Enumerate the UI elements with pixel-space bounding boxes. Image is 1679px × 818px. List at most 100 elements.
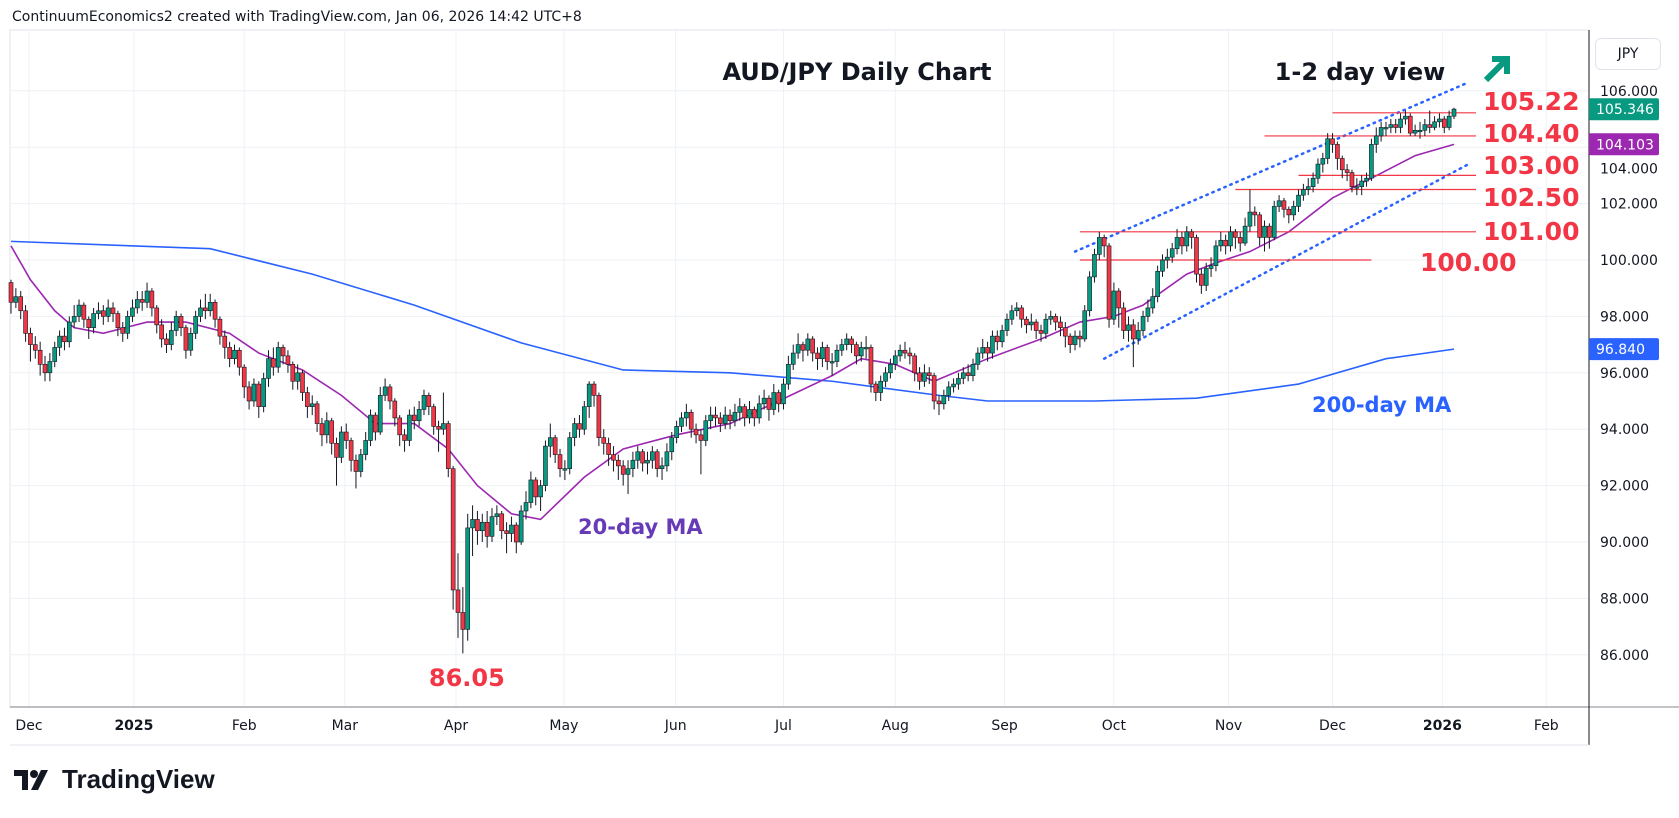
candle-body — [888, 364, 893, 374]
candle — [139, 291, 145, 311]
currency-button[interactable]: JPY — [1595, 38, 1661, 70]
candle — [844, 333, 849, 351]
candle — [373, 412, 378, 441]
candle-body — [154, 307, 160, 326]
candle — [674, 420, 679, 444]
x-tick-label: 2026 — [1423, 718, 1462, 734]
candle — [1135, 322, 1141, 345]
chart-subtitle: 1-2 day view — [1275, 58, 1446, 86]
candle-body — [1315, 163, 1321, 179]
candle — [499, 510, 505, 540]
candle — [839, 338, 845, 356]
level-label: 103.00 — [1483, 151, 1579, 180]
candle — [135, 291, 140, 314]
candle-body — [523, 502, 529, 512]
candle — [737, 398, 743, 421]
candle-body — [1296, 194, 1301, 207]
candle — [829, 353, 835, 376]
candle-body — [912, 355, 917, 374]
candle-body — [479, 521, 485, 532]
candlestick-chart[interactable]: 86.000 88.000 90.000 92.000 94.000 96.000 98.0… — [0, 0, 1679, 760]
candle — [149, 288, 155, 317]
candle — [416, 401, 422, 427]
channel-trendline — [1073, 81, 1470, 253]
candle — [81, 302, 87, 328]
candle-body — [1257, 214, 1262, 238]
candle-body — [703, 420, 709, 441]
candle-body — [1203, 268, 1209, 286]
candle — [1369, 138, 1374, 182]
candle-body — [771, 392, 777, 410]
candle — [1286, 206, 1292, 224]
candle — [484, 510, 490, 548]
y-tick-label: 92.000 — [1600, 479, 1649, 495]
candle — [577, 415, 582, 438]
candle-body — [718, 417, 723, 424]
candle-body — [1393, 124, 1398, 128]
candle-body — [81, 304, 87, 320]
candle — [849, 336, 854, 354]
candle-body — [834, 349, 840, 362]
candle — [120, 322, 126, 342]
level-label: 100.00 — [1420, 248, 1516, 277]
candle — [1208, 257, 1214, 277]
candle-body — [353, 459, 359, 472]
candle-body — [465, 527, 471, 630]
candle-body — [1432, 121, 1437, 128]
candle — [1310, 172, 1316, 193]
candle-body — [786, 364, 791, 385]
candle — [305, 386, 310, 418]
candle — [970, 358, 976, 382]
candle — [339, 426, 344, 464]
candle — [572, 417, 577, 447]
candle-body — [251, 383, 257, 402]
candle-body — [1184, 231, 1190, 247]
candle-body — [28, 333, 33, 345]
candle — [1262, 220, 1267, 252]
brand-name: TradingView — [62, 764, 215, 794]
candle-body — [606, 442, 611, 455]
candle-body — [1388, 124, 1394, 128]
candle-body — [450, 468, 456, 591]
candle-body — [878, 380, 883, 393]
candle-body — [752, 409, 757, 419]
candle-body — [577, 423, 582, 430]
tradingview-logo[interactable]: TradingView — [14, 764, 215, 795]
candle — [1223, 234, 1228, 255]
candle-body — [722, 414, 728, 424]
candle — [513, 522, 519, 554]
candle — [1111, 282, 1117, 325]
candle — [314, 401, 320, 433]
candle-body — [266, 358, 271, 379]
candle-body — [1101, 237, 1107, 247]
candle-body — [47, 361, 53, 374]
candle-body — [1082, 310, 1088, 340]
candle — [475, 510, 480, 545]
candle-body — [611, 454, 616, 461]
candle — [1344, 164, 1350, 182]
candle-body — [193, 316, 198, 334]
candle-body — [1072, 335, 1078, 345]
candle-body — [538, 485, 543, 498]
candle-body — [946, 386, 952, 396]
candle — [1024, 316, 1029, 334]
candle-body — [120, 327, 126, 334]
candle — [732, 403, 738, 427]
candle — [917, 367, 922, 390]
candle-body — [548, 437, 553, 447]
candle-body — [1339, 158, 1345, 171]
candle — [951, 378, 956, 393]
x-tick-label: Aug — [882, 718, 909, 734]
candle — [1097, 231, 1102, 260]
candle — [528, 471, 534, 509]
candle — [892, 350, 898, 370]
candle — [883, 367, 888, 387]
candle-body — [222, 335, 228, 348]
level-label: 101.00 — [1483, 217, 1579, 246]
x-tick-label: 2025 — [114, 718, 153, 734]
candle — [241, 364, 247, 399]
candle — [985, 341, 990, 362]
candle — [13, 288, 19, 308]
candle-body — [616, 459, 621, 467]
candle-body — [96, 310, 101, 314]
